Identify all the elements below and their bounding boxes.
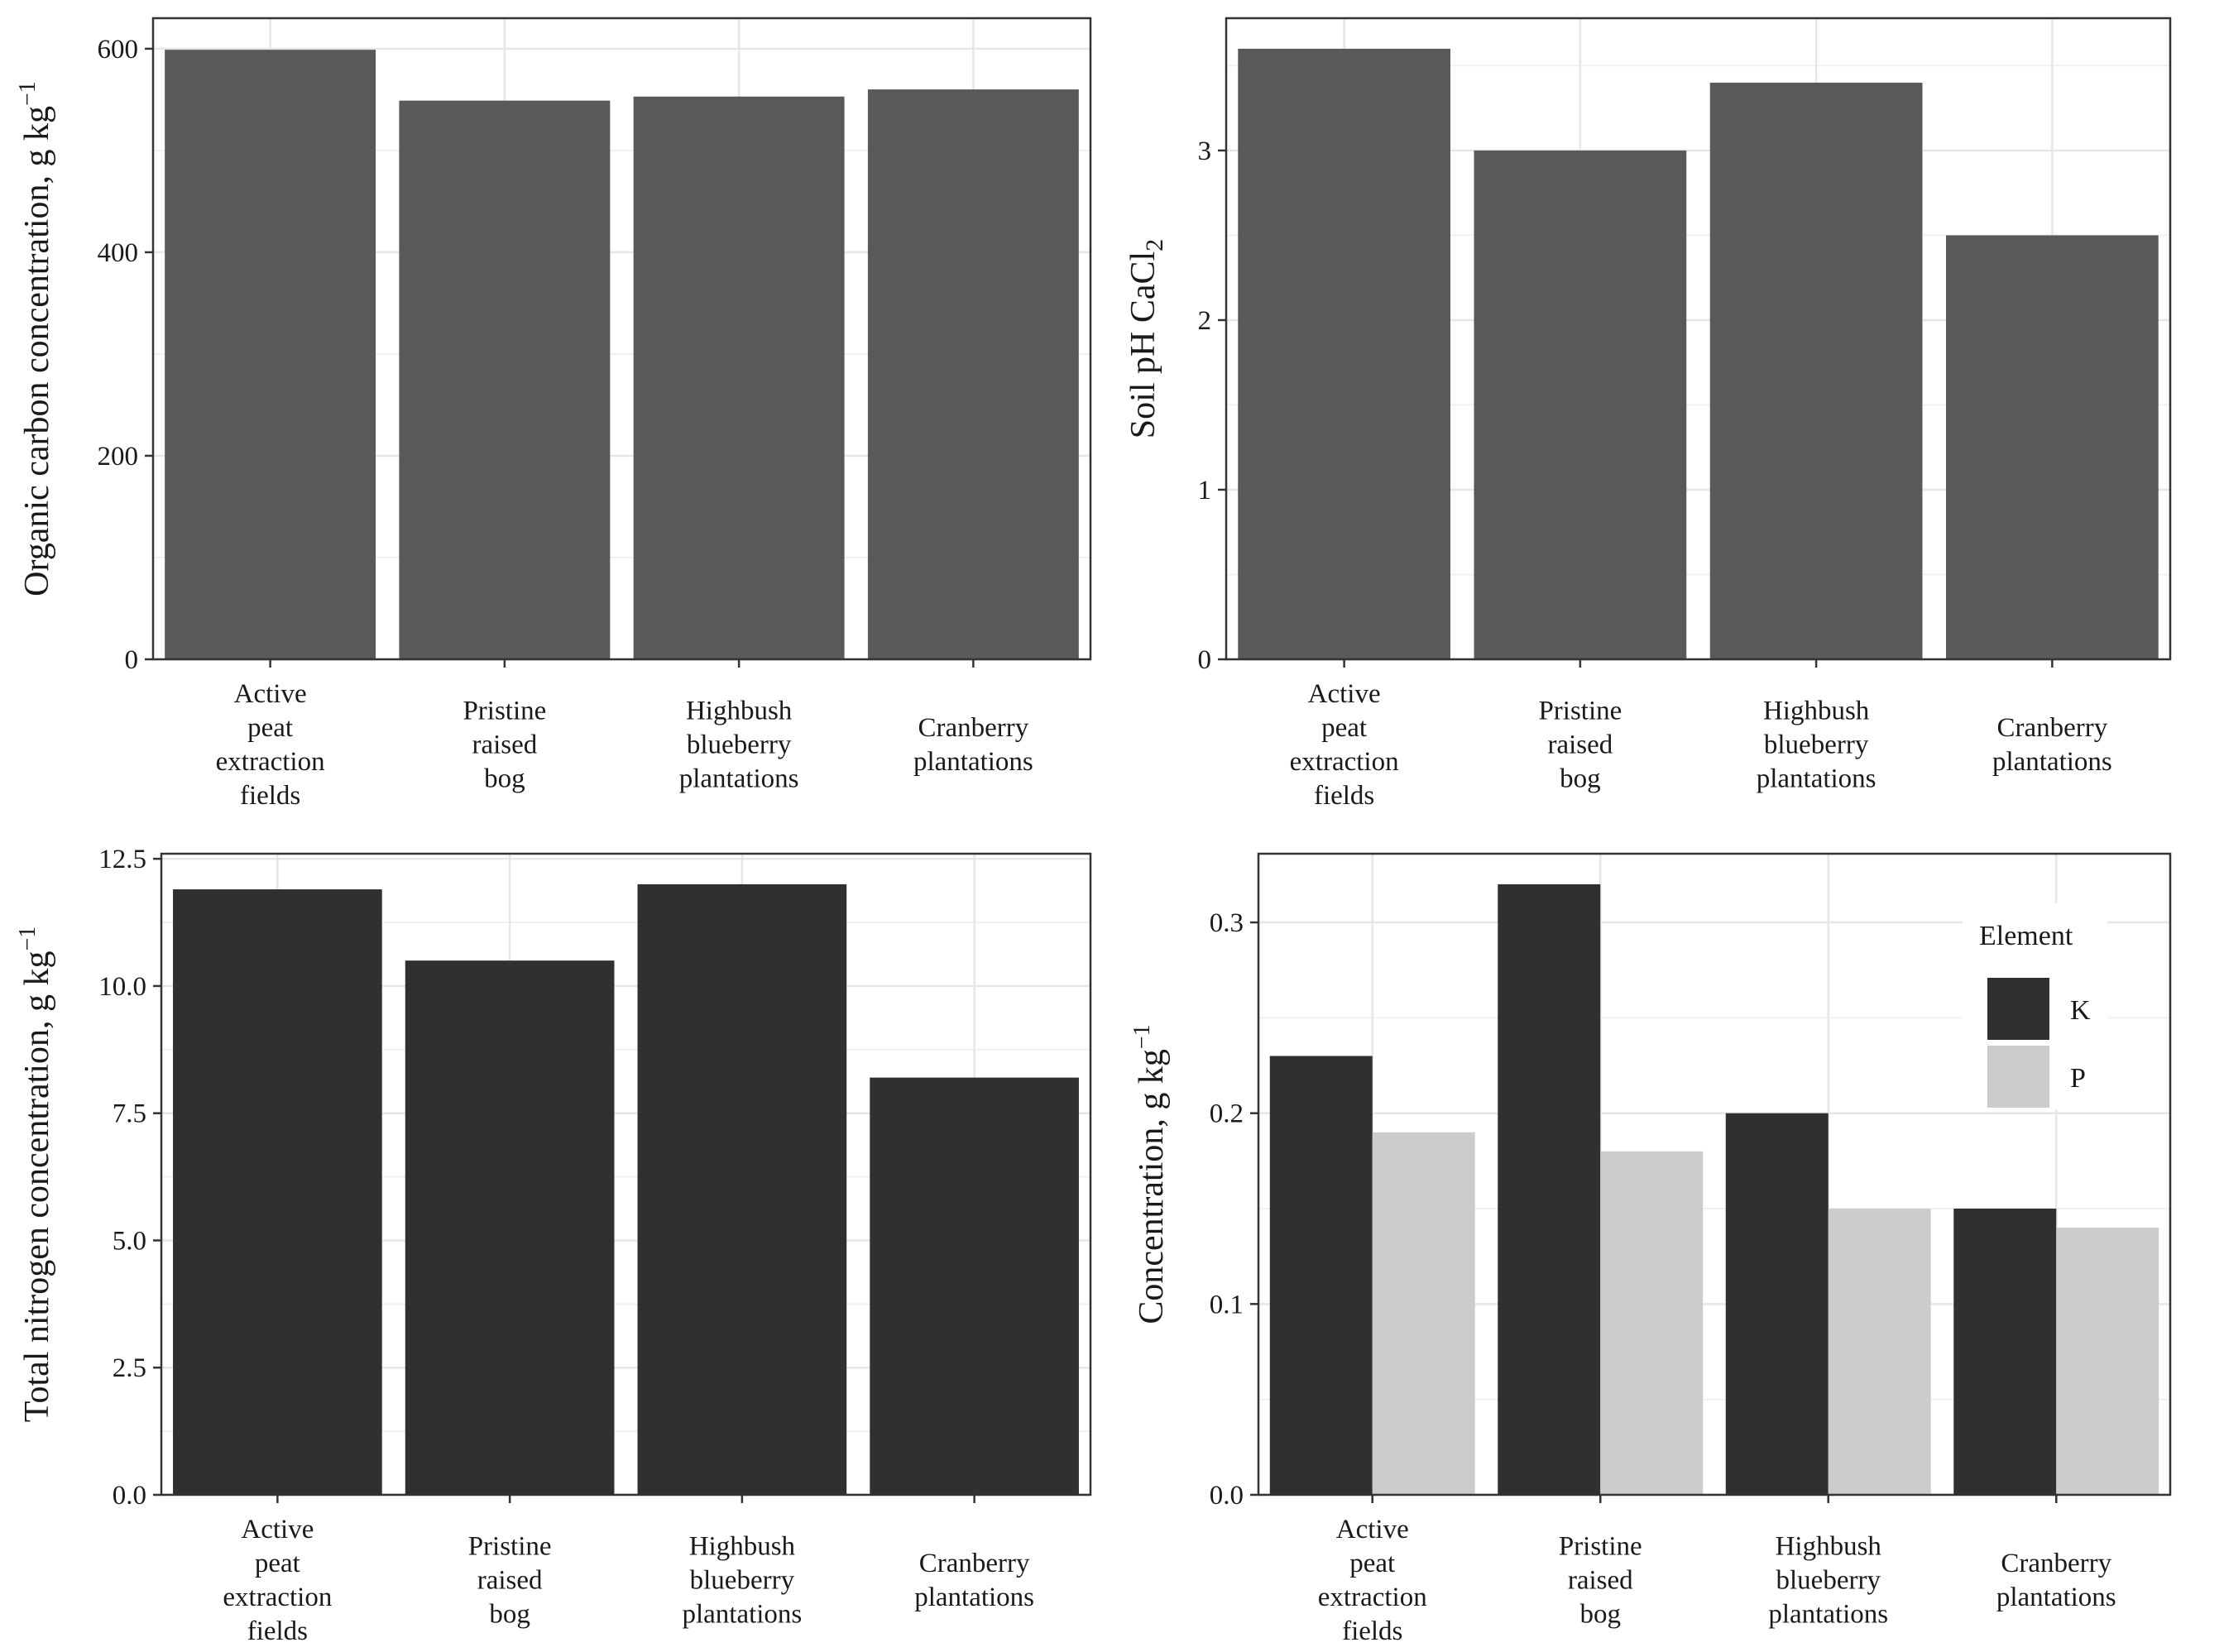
y-axis-title: Total nitrogen concentration, g kg−1 <box>15 927 56 1423</box>
bar-total-nitrogen <box>637 883 847 1495</box>
x-tick-label: Highbush blueberry plantations <box>1768 1532 1888 1630</box>
legend: Element K P <box>1963 903 2107 1110</box>
y-axis: 0.0 0.1 0.2 0.3 <box>1210 908 1258 1511</box>
bar-organic-carbon <box>633 96 845 659</box>
y-tick-label: 3 <box>1198 136 1212 166</box>
bar-p <box>1828 1209 1931 1495</box>
y-tick-label: 0.0 <box>1210 1481 1244 1511</box>
legend-key-p <box>1987 1046 2049 1108</box>
bar-organic-carbon <box>399 100 611 659</box>
y-tick-label: 12.5 <box>98 845 146 874</box>
y-axis-title: Concentration, g kg−1 <box>1129 1024 1171 1324</box>
y-axis: 0.0 2.5 5.0 7.5 10.0 12.5 <box>98 845 161 1511</box>
legend-label-k: K <box>2070 995 2091 1026</box>
y-tick-label: 400 <box>98 238 139 268</box>
bars <box>165 50 1079 660</box>
x-tick-label: Active peat extraction fields <box>223 1515 332 1646</box>
x-tick-label: Highbush blueberry plantations <box>1757 697 1876 794</box>
y-tick-label: 0.2 <box>1210 1099 1244 1129</box>
x-tick-label: Active peat extraction fields <box>216 679 325 811</box>
x-tick-label: Highbush blueberry plantations <box>679 697 799 794</box>
y-tick-label: 10.0 <box>98 972 146 1002</box>
y-tick-label: 5.0 <box>113 1226 146 1256</box>
x-axis: Active peat extraction fields Pristine raised… <box>223 1495 1034 1646</box>
legend-label-p: P <box>2070 1063 2086 1094</box>
x-tick-label: Cranberry plantations <box>914 1549 1034 1612</box>
chart-panel-k-p-concentration: 0.0 0.1 0.2 0.3 Active peat extraction fields Pr… <box>1129 852 2172 1646</box>
bar-total-nitrogen <box>405 960 615 1495</box>
x-tick-label: Pristine raised bog <box>1559 1532 1642 1630</box>
bar-organic-carbon <box>867 89 1079 660</box>
legend-title: Element <box>1979 921 2073 951</box>
y-tick-label: 0.3 <box>1210 908 1244 938</box>
chart-panel-soil-ph: 0 1 2 3 Active peat extraction fields Pristine ra… <box>1124 17 2172 811</box>
chart-panel-organic-carbon: 0 200 400 600 Active peat extraction fields Pris… <box>15 17 1092 811</box>
y-tick-label: 7.5 <box>113 1099 146 1129</box>
bar-k <box>1498 883 1601 1495</box>
x-axis: Active peat extraction fields Pristine raised… <box>1290 659 2112 811</box>
panel-border <box>160 852 1092 1496</box>
x-tick-label: Active peat extraction fields <box>1290 679 1399 811</box>
y-tick-label: 2 <box>1198 306 1212 336</box>
y-tick-label: 600 <box>98 35 139 65</box>
y-tick-label: 0 <box>125 645 139 675</box>
x-tick-label: Highbush blueberry plantations <box>682 1532 802 1630</box>
bar-p <box>1372 1132 1475 1495</box>
x-tick-label: Active peat extraction fields <box>1318 1515 1427 1646</box>
bar-p <box>1600 1151 1704 1495</box>
bar-total-nitrogen <box>173 889 382 1495</box>
bar-soil-ph <box>1238 48 1450 659</box>
bar-soil-ph <box>1709 82 1923 660</box>
x-tick-label: Cranberry plantations <box>1992 713 2112 777</box>
x-tick-label: Pristine raised bog <box>468 1532 552 1630</box>
bar-organic-carbon <box>165 50 376 659</box>
x-axis: Active peat extraction fields Pristine raised… <box>1318 1495 2116 1646</box>
y-tick-label: 0 <box>1198 645 1212 675</box>
x-axis: Active peat extraction fields Pristine raised… <box>216 659 1033 811</box>
x-tick-label: Pristine raised bog <box>463 697 546 794</box>
bar-soil-ph <box>1946 235 2159 660</box>
bar-k <box>1269 1056 1373 1495</box>
x-tick-label: Cranberry plantations <box>1996 1549 2116 1612</box>
bars <box>1238 48 2159 660</box>
bars <box>1269 883 2159 1495</box>
chart-panel-total-nitrogen: 0.0 2.5 5.0 7.5 10.0 12.5 Active peat extraction… <box>15 845 1092 1646</box>
x-tick-label: Cranberry plantations <box>913 713 1033 777</box>
legend-key-k <box>1987 978 2049 1040</box>
panel-border <box>151 17 1092 661</box>
y-axis-title: Soil pH CaCl2 <box>1124 239 1168 438</box>
y-axis: 0 200 400 600 <box>98 35 153 675</box>
bar-k <box>1725 1113 1829 1495</box>
bar-k <box>1953 1209 2057 1495</box>
y-tick-label: 2.5 <box>113 1353 146 1383</box>
y-tick-label: 0.0 <box>113 1481 146 1511</box>
y-tick-label: 1 <box>1198 476 1212 505</box>
y-tick-label: 0.1 <box>1210 1290 1244 1319</box>
bar-p <box>2056 1228 2159 1495</box>
bar-total-nitrogen <box>870 1077 1079 1495</box>
bars <box>173 883 1079 1495</box>
y-axis: 0 1 2 3 <box>1198 136 1226 675</box>
panel-border <box>1225 17 2172 661</box>
bar-soil-ph <box>1474 150 1687 659</box>
y-axis-title: Organic carbon concentration, g kg−1 <box>15 81 56 596</box>
x-tick-label: Pristine raised bog <box>1538 697 1622 794</box>
y-tick-label: 200 <box>98 442 139 472</box>
panel-border <box>1257 852 2172 1496</box>
